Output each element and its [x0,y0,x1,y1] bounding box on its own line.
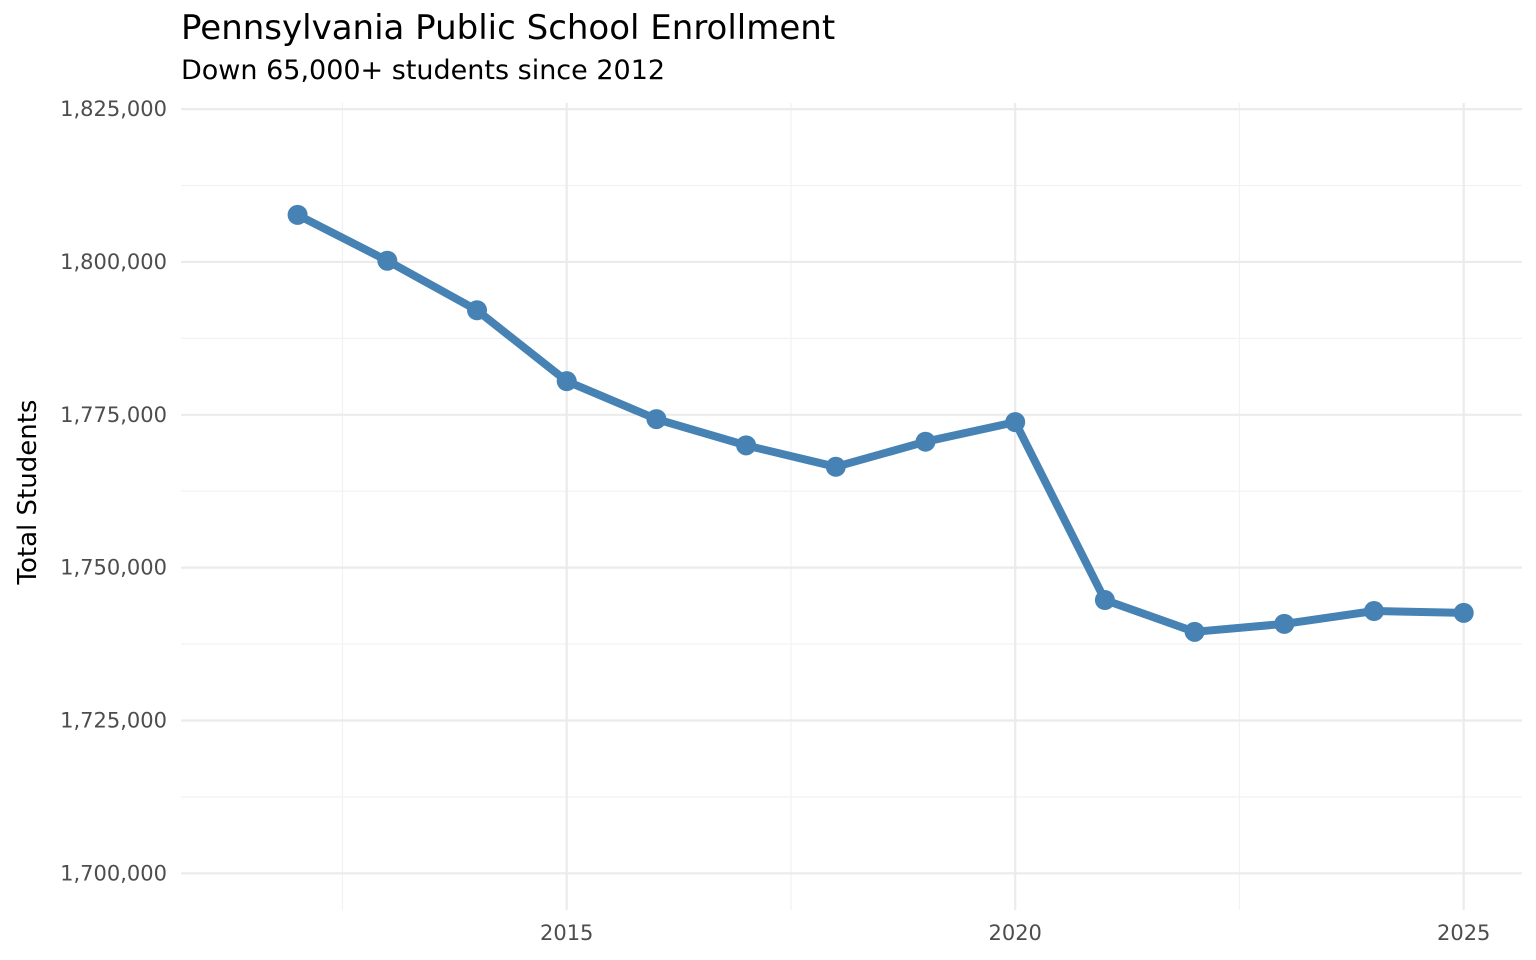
data-point [1453,602,1474,623]
data-point [556,371,577,392]
data-point [915,431,936,452]
enrollment-series [287,204,1474,642]
data-point [287,204,308,225]
data-point [736,435,757,456]
y-tick-label: 1,825,000 [60,97,167,121]
minor-gridlines [181,103,1522,910]
y-tick-label: 1,775,000 [60,403,167,427]
data-point [1184,621,1205,642]
data-point [825,456,846,477]
y-tick-label: 1,800,000 [60,250,167,274]
x-tick-label: 2020 [988,921,1041,945]
major-gridlines [181,103,1522,910]
data-point [1005,412,1026,433]
x-tick-label: 2015 [540,921,593,945]
x-tick-label: 2025 [1437,921,1490,945]
y-tick-label: 1,725,000 [60,708,167,732]
data-point [467,300,488,321]
chart-subtitle: Down 65,000+ students since 2012 [181,55,666,86]
x-axis-tick-labels: 2015 2020 2025 [540,921,1490,945]
data-point [1363,601,1384,622]
data-point [377,250,398,271]
y-tick-label: 1,700,000 [60,861,167,885]
series-line [293,210,1468,636]
data-point [1094,590,1115,611]
data-point [646,409,667,430]
chart-title: Pennsylvania Public School Enrollment [181,8,836,48]
y-tick-label: 1,750,000 [60,556,167,580]
y-axis-tick-labels: 1,700,000 1,725,000 1,750,000 1,775,000 1,80… [60,97,167,885]
y-axis-label: Total Students [13,400,43,586]
data-point [1274,613,1295,634]
